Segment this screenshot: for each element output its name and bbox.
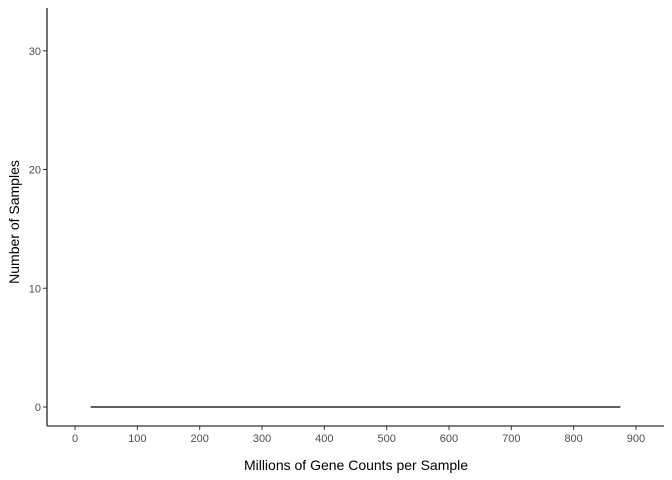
y-tick-label: 0 (35, 402, 41, 414)
y-axis: 0 10 20 30 (29, 8, 48, 426)
x-tick-label: 100 (128, 433, 146, 445)
x-tick-label: 600 (440, 433, 458, 445)
x-axis-title: Millions of Gene Counts per Sample (244, 457, 468, 473)
x-tick-label: 800 (564, 433, 582, 445)
x-axis: 0 100 200 300 400 500 600 700 800 900 (47, 425, 664, 445)
y-tick-label: 20 (29, 165, 41, 177)
x-tick-label: 400 (315, 433, 333, 445)
y-axis-title: Number of Samples (6, 160, 22, 284)
x-tick-label: 700 (502, 433, 520, 445)
y-tick-label: 10 (29, 283, 41, 295)
x-tick-label: 300 (253, 433, 271, 445)
x-tick-label: 0 (72, 433, 78, 445)
x-tick-label: 500 (377, 433, 395, 445)
y-tick-label: 30 (29, 46, 41, 58)
x-tick-label: 200 (191, 433, 209, 445)
x-tick-label: 900 (627, 433, 645, 445)
